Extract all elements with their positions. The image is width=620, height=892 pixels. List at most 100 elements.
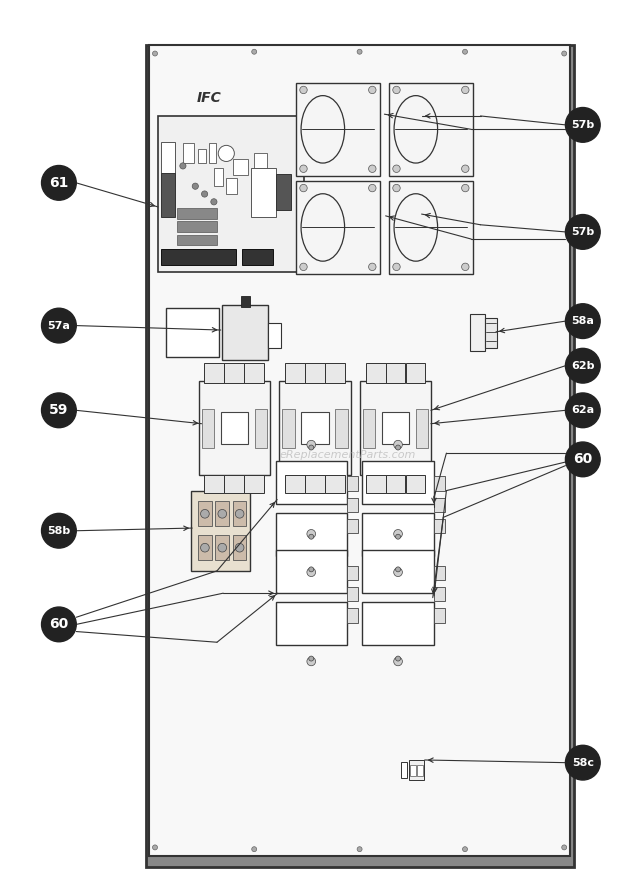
Bar [347, 566, 358, 580]
Bar [202, 409, 215, 448]
Ellipse shape [565, 746, 600, 780]
Bar [434, 566, 445, 580]
Bar [177, 208, 217, 219]
Bar [283, 409, 295, 448]
Text: 60: 60 [573, 452, 593, 467]
Bar [224, 364, 244, 384]
Bar [191, 491, 249, 571]
Bar [347, 587, 358, 601]
Ellipse shape [565, 108, 600, 142]
Bar [146, 45, 574, 867]
Bar [276, 174, 291, 210]
Ellipse shape [562, 845, 567, 850]
Bar [166, 308, 219, 357]
Bar [276, 550, 347, 593]
Ellipse shape [461, 185, 469, 192]
Bar [325, 475, 345, 492]
Ellipse shape [307, 657, 316, 665]
Ellipse shape [307, 568, 316, 576]
Ellipse shape [42, 393, 76, 427]
Ellipse shape [192, 183, 198, 189]
Ellipse shape [394, 441, 402, 449]
Ellipse shape [463, 847, 467, 852]
Ellipse shape [309, 445, 314, 450]
Ellipse shape [180, 163, 186, 169]
Bar [389, 180, 472, 275]
Ellipse shape [218, 543, 227, 552]
Ellipse shape [461, 165, 469, 172]
Bar [222, 305, 268, 360]
Bar [296, 180, 379, 275]
Ellipse shape [565, 215, 600, 249]
Ellipse shape [300, 185, 308, 192]
Ellipse shape [394, 657, 402, 665]
Ellipse shape [357, 847, 362, 852]
Bar [401, 762, 407, 778]
Ellipse shape [565, 393, 600, 427]
Ellipse shape [301, 194, 345, 261]
Bar [183, 144, 194, 163]
Ellipse shape [252, 49, 257, 54]
Bar [276, 461, 347, 504]
Ellipse shape [392, 263, 401, 270]
Bar [362, 550, 434, 593]
Ellipse shape [368, 263, 376, 270]
Ellipse shape [200, 543, 210, 552]
Text: 58b: 58b [47, 525, 71, 536]
Ellipse shape [357, 49, 362, 54]
Bar [285, 475, 305, 492]
Ellipse shape [200, 509, 210, 518]
Bar [216, 501, 229, 526]
Bar [470, 314, 485, 351]
Ellipse shape [42, 607, 76, 641]
Text: IFC: IFC [197, 91, 221, 105]
Bar [205, 364, 224, 384]
Bar [285, 364, 305, 384]
Ellipse shape [461, 263, 469, 270]
Bar [205, 475, 224, 492]
Bar [158, 116, 304, 272]
Ellipse shape [42, 166, 76, 200]
Ellipse shape [300, 87, 308, 94]
Bar [335, 409, 348, 448]
Bar [296, 83, 379, 177]
Text: 57b: 57b [571, 120, 595, 130]
Bar [360, 382, 432, 475]
Ellipse shape [153, 845, 157, 850]
Bar [434, 498, 445, 512]
Ellipse shape [368, 87, 376, 94]
Text: 57a: 57a [48, 320, 70, 331]
Bar [347, 476, 358, 491]
Bar [251, 169, 276, 218]
Bar [232, 159, 248, 175]
Bar [254, 153, 267, 175]
Bar [363, 409, 376, 448]
Ellipse shape [396, 445, 401, 450]
Ellipse shape [236, 509, 244, 518]
Bar [198, 382, 270, 475]
Ellipse shape [392, 165, 401, 172]
Bar [485, 318, 497, 348]
Bar [409, 760, 424, 780]
Bar [305, 364, 325, 384]
Text: 57b: 57b [571, 227, 595, 237]
Text: 61: 61 [49, 176, 69, 190]
Bar [198, 535, 212, 560]
Ellipse shape [396, 534, 401, 539]
Ellipse shape [562, 51, 567, 56]
Ellipse shape [368, 165, 376, 172]
Bar [279, 382, 351, 475]
Ellipse shape [153, 51, 157, 56]
Text: 58a: 58a [572, 316, 594, 326]
Ellipse shape [309, 657, 314, 661]
Ellipse shape [394, 530, 402, 538]
Bar [233, 501, 247, 526]
Bar [214, 169, 223, 186]
Ellipse shape [565, 304, 600, 338]
Ellipse shape [307, 441, 316, 449]
Bar [366, 364, 386, 384]
Bar [233, 535, 247, 560]
Bar [434, 608, 445, 623]
Ellipse shape [300, 263, 308, 270]
Bar [410, 765, 416, 776]
